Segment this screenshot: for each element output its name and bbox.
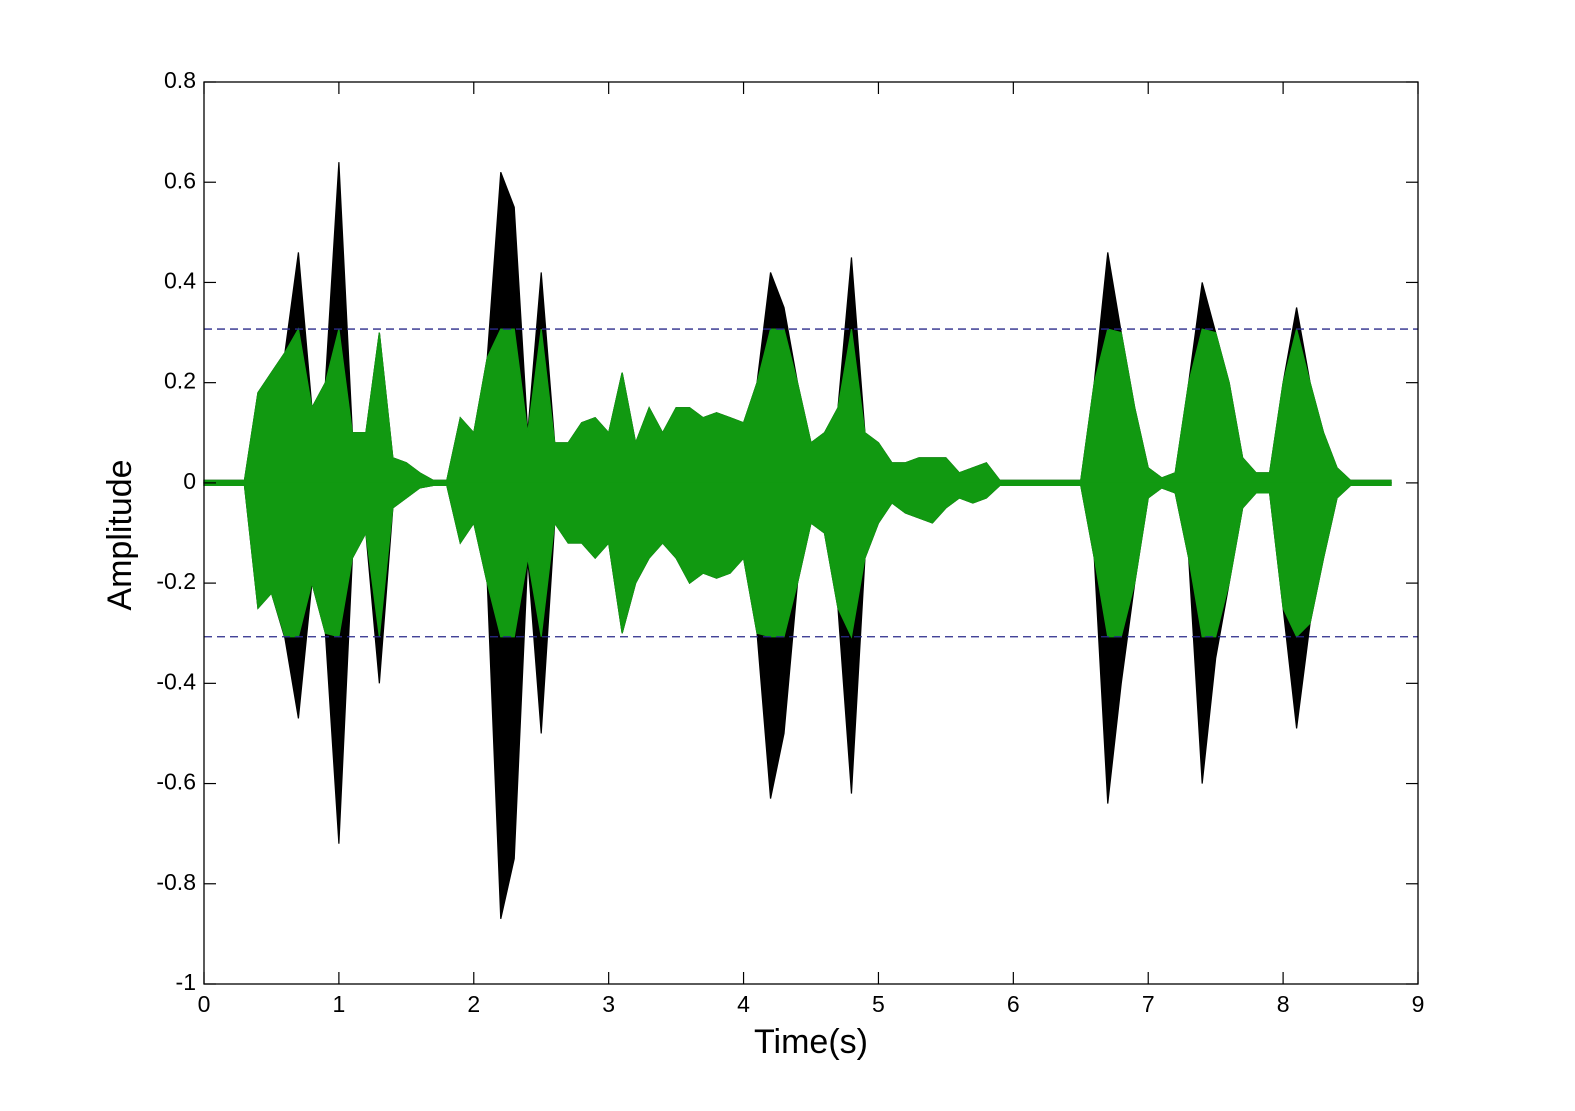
- y-tick-label: -0.2: [156, 568, 196, 594]
- waveform-upper: [203, 327, 1392, 484]
- x-tick-label: 4: [737, 991, 750, 1017]
- y-tick-label: -0.8: [156, 869, 196, 895]
- x-tick-label: 9: [1412, 991, 1425, 1017]
- y-tick-label: 0.4: [164, 268, 196, 294]
- x-axis-label: Time(s): [754, 1023, 868, 1061]
- y-tick-label: -1: [176, 969, 196, 995]
- x-tick-label: 1: [332, 991, 345, 1017]
- x-tick-label: 8: [1277, 991, 1290, 1017]
- x-tick-label: 5: [872, 991, 885, 1017]
- plot-frame: [203, 81, 1419, 985]
- waveform-lower: [203, 482, 1392, 639]
- y-tick-label: 0: [183, 468, 196, 494]
- y-tick-label: 0.8: [164, 67, 196, 93]
- x-tick-label: 3: [602, 991, 615, 1017]
- y-tick-label: 0.6: [164, 167, 196, 193]
- y-tick-label: -0.6: [156, 769, 196, 795]
- y-tick-label: 0.2: [164, 368, 196, 394]
- y-axis-label: Amplitude: [101, 459, 139, 610]
- x-tick-label: 0: [198, 991, 211, 1017]
- y-tick-label: -0.4: [156, 668, 196, 694]
- x-tick-label: 7: [1142, 991, 1155, 1017]
- x-tick-label: 2: [467, 991, 480, 1017]
- x-tick-label: 6: [1007, 991, 1020, 1017]
